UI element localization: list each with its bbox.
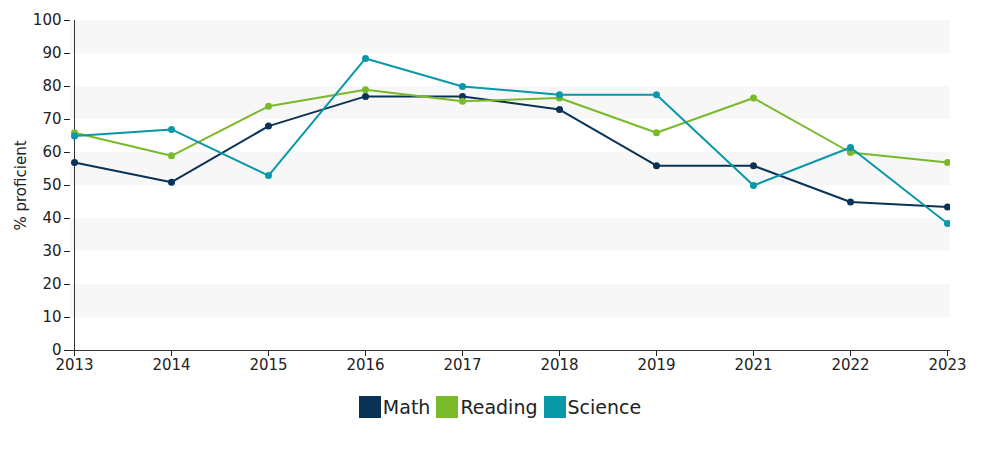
svg-text:2018: 2018 — [540, 356, 578, 374]
svg-text:40: 40 — [42, 209, 61, 227]
html-text:Science: Science — [567, 396, 642, 418]
svg-text:90: 90 — [42, 44, 61, 62]
svg-text:30: 30 — [42, 242, 61, 260]
svg-text:2013: 2013 — [55, 356, 93, 374]
svg-text:2016: 2016 — [346, 356, 384, 374]
svg-text:50: 50 — [42, 176, 61, 194]
svg-text:80: 80 — [42, 77, 61, 95]
svg-text:2021: 2021 — [734, 356, 772, 374]
svg-text:2014: 2014 — [152, 356, 190, 374]
svg-text:2022: 2022 — [831, 356, 869, 374]
svg-text:10: 10 — [42, 308, 61, 326]
svg-text:2015: 2015 — [249, 356, 287, 374]
svg-text:% proficient: % proficient — [12, 140, 30, 230]
svg-text:2023: 2023 — [928, 356, 966, 374]
svg-text:2019: 2019 — [637, 356, 675, 374]
html-text:Reading: Reading — [460, 396, 538, 418]
svg-text:0: 0 — [52, 341, 62, 360]
svg-text:2017: 2017 — [443, 356, 481, 374]
html-text:Math: Math — [382, 396, 431, 418]
svg-text:70: 70 — [42, 110, 61, 128]
svg-text:60: 60 — [42, 143, 61, 161]
svg-text:20: 20 — [42, 275, 61, 293]
svg-text:100: 100 — [33, 11, 62, 29]
